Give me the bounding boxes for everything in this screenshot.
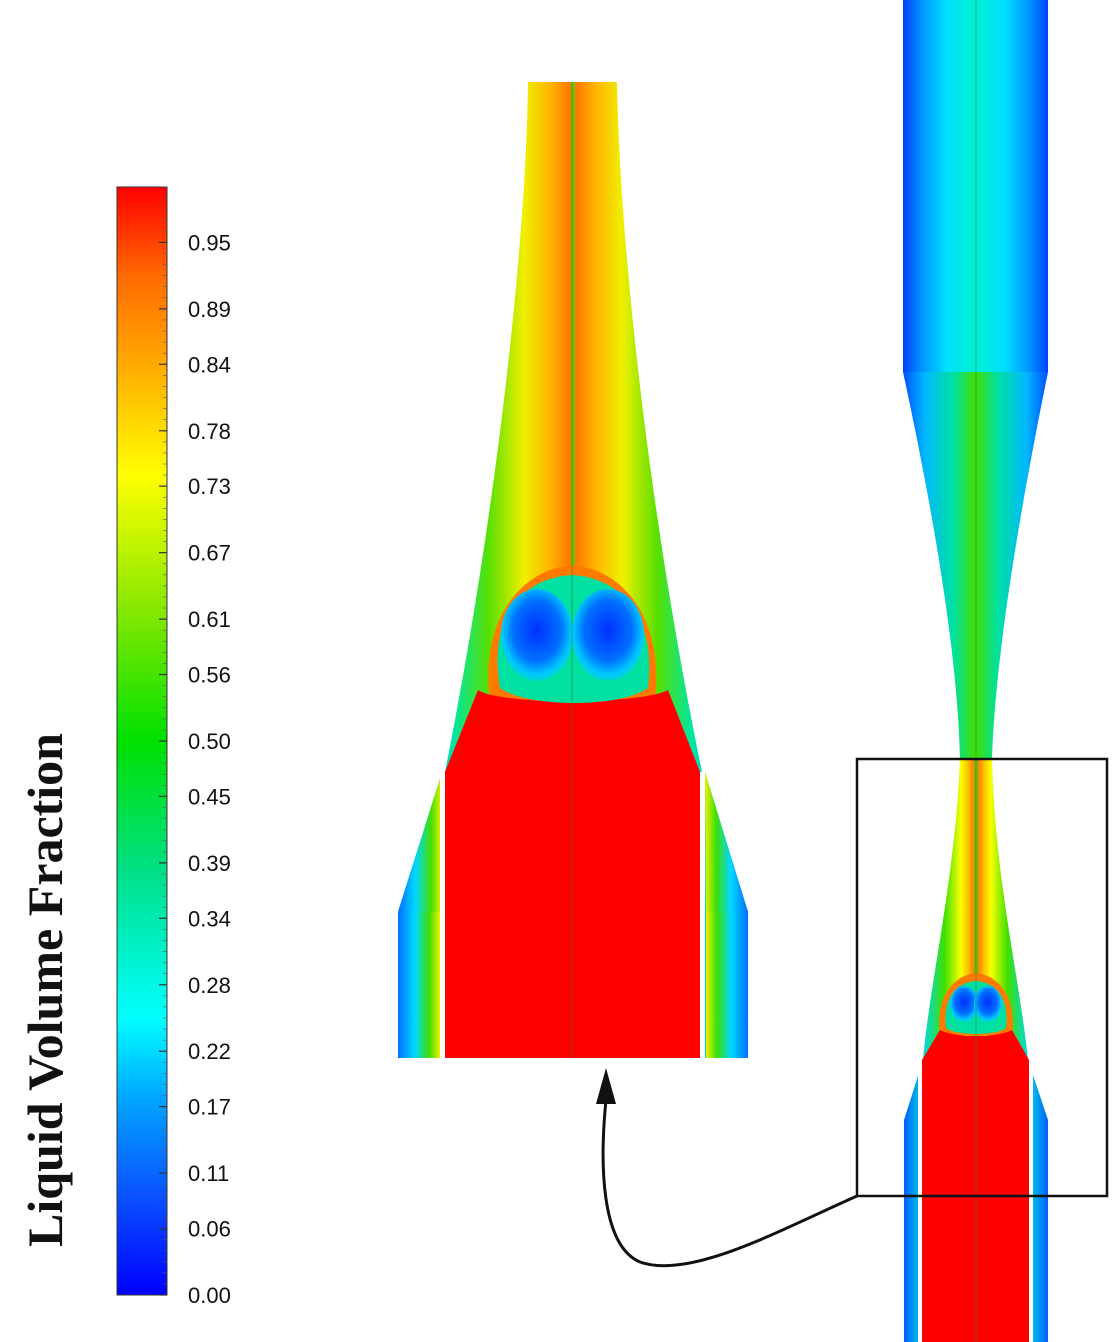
zoomed-left-vortex bbox=[501, 589, 573, 681]
colorbar-tick-label: 0.95 bbox=[188, 230, 231, 255]
zoomed-left-shoulder bbox=[398, 772, 442, 912]
colorbar-tick-label: 0.00 bbox=[188, 1283, 231, 1308]
full-view bbox=[903, 0, 1048, 1342]
zoomed-right-vortex bbox=[572, 589, 644, 681]
zoom-connector-arrow bbox=[601, 1099, 858, 1268]
colorbar-tick-label: 0.34 bbox=[188, 906, 231, 931]
colorbar-tick-label: 0.22 bbox=[188, 1039, 231, 1064]
zoom-arrow-head bbox=[596, 1068, 616, 1104]
colorbar-tick-label: 0.78 bbox=[188, 419, 231, 444]
colorbar-tick-label: 0.61 bbox=[188, 607, 231, 632]
colorbar-tick-label: 0.45 bbox=[188, 784, 231, 809]
full-right-vortex bbox=[974, 986, 1002, 1022]
full-left-gap bbox=[918, 1060, 922, 1342]
colorbar-tick-label: 0.39 bbox=[188, 851, 231, 876]
colorbar-tick-label: 0.06 bbox=[188, 1217, 231, 1242]
colorbar-tick-label: 0.11 bbox=[188, 1161, 229, 1186]
zoomed-right-gap bbox=[700, 772, 705, 1058]
colorbar-tick-label: 0.50 bbox=[188, 729, 231, 754]
colorbar-tick-label: 0.73 bbox=[188, 474, 231, 499]
colorbar: 0.95 0.89 0.84 0.78 0.73 0.67 0.61 0.56 0.50 0.45… bbox=[17, 186, 231, 1308]
colorbar-tick-label: 0.28 bbox=[188, 973, 231, 998]
colorbar-tick-label: 0.84 bbox=[188, 352, 231, 377]
colorbar-tick-labels: 0.95 0.89 0.84 0.78 0.73 0.67 0.61 0.56 0.50 0.45… bbox=[159, 230, 231, 1308]
colorbar-tick-label: 0.17 bbox=[188, 1095, 231, 1120]
zoomed-right-wall bbox=[706, 912, 748, 1058]
zoom-region-box bbox=[855, 757, 1109, 1198]
zoomed-view bbox=[398, 82, 748, 1058]
zoomed-left-wall bbox=[398, 912, 440, 1058]
colorbar-title: Liquid Volume Fraction bbox=[17, 733, 73, 1247]
full-left-vortex bbox=[950, 986, 978, 1022]
full-right-gap bbox=[1029, 1060, 1033, 1342]
zoomed-right-shoulder bbox=[705, 772, 748, 912]
zoomed-left-gap bbox=[440, 772, 445, 1058]
colorbar-tick-label: 0.67 bbox=[188, 541, 231, 566]
colorbar-tick-label: 0.56 bbox=[188, 663, 231, 688]
colorbar-tick-label: 0.89 bbox=[188, 297, 231, 322]
colorbar-gradient bbox=[116, 186, 168, 1296]
